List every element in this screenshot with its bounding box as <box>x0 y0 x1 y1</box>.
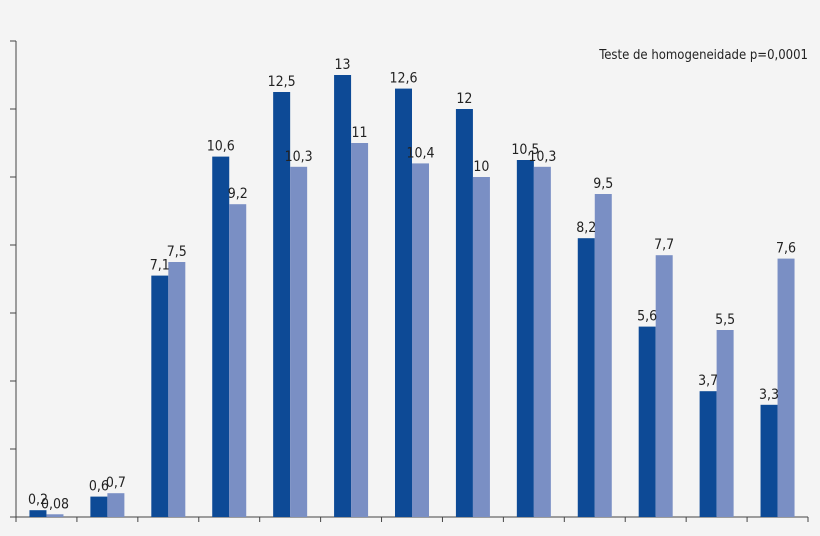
bar-series-2 <box>716 330 734 517</box>
data-label-series-2: 10 <box>473 159 489 175</box>
bar-series-1 <box>395 88 412 517</box>
data-label-series-2: 9,5 <box>593 176 613 192</box>
bar-series-1 <box>273 92 291 517</box>
data-label-series-2: 0,7 <box>106 475 126 491</box>
data-label-series-2: 7,7 <box>654 237 674 253</box>
bar-series-1 <box>760 404 778 517</box>
data-label-series-1: 12,6 <box>389 71 417 87</box>
bar-series-2 <box>107 493 125 517</box>
data-label-series-1: 8,2 <box>576 220 596 236</box>
bar-series-2 <box>533 166 551 518</box>
data-label-series-2: 7,5 <box>167 244 187 260</box>
bar-series-1 <box>699 391 717 517</box>
data-label-series-2: 10,3 <box>528 149 556 165</box>
bar-series-1 <box>638 326 656 517</box>
bar-series-1 <box>516 160 534 517</box>
bar-series-2 <box>777 258 795 517</box>
data-labels: 0,2 0,6 7,1 10,6 12,5 13 12,6 12 10,5 8,2 5,6 3,7 3,… <box>28 57 796 512</box>
bar-series-2 <box>351 143 369 517</box>
data-label-series-1: 10,6 <box>207 139 235 155</box>
bar-series-1 <box>334 75 352 517</box>
bar-series-2 <box>412 163 429 517</box>
data-label-series-2: 11 <box>352 125 368 141</box>
bar-series-2 <box>472 177 490 517</box>
data-label-series-2: 5,5 <box>715 312 735 328</box>
bar-series-1 <box>29 510 47 517</box>
data-label-series-1: 13 <box>335 57 351 73</box>
bar-series-2 <box>46 514 64 517</box>
bar-series-1 <box>90 496 108 517</box>
data-label-series-1: 3,7 <box>698 373 718 389</box>
bar-series-1 <box>455 109 473 517</box>
bar-series-2 <box>290 166 308 518</box>
data-label-series-1: 10,5 <box>511 142 539 158</box>
bars <box>29 75 795 518</box>
bar-series-1 <box>212 156 230 517</box>
bar-series-2 <box>655 255 673 517</box>
data-label-series-1: 0,2 <box>28 492 48 508</box>
bar-series-2 <box>168 262 186 517</box>
data-label-series-2: 9,2 <box>228 186 248 202</box>
data-label-series-1: 7,1 <box>150 258 170 274</box>
bar-series-1 <box>577 238 595 517</box>
bar-series-1 <box>151 275 169 517</box>
data-label-series-1: 5,6 <box>637 309 657 325</box>
data-label-series-2: 10,3 <box>285 149 313 165</box>
data-label-series-1: 12,5 <box>268 74 296 90</box>
data-label-series-1: 12 <box>456 91 472 107</box>
data-label-series-1: 3,3 <box>759 387 779 403</box>
bar-series-2 <box>229 204 247 517</box>
chart-annotation: Teste de homogeneidade p=0,0001 <box>598 48 808 63</box>
bar-series-2 <box>594 194 612 517</box>
data-label-series-2: 0,08 <box>41 496 69 512</box>
data-label-series-2: 7,6 <box>776 241 796 257</box>
data-label-series-1: 0,6 <box>89 479 109 495</box>
data-label-series-2: 10,4 <box>406 145 434 161</box>
